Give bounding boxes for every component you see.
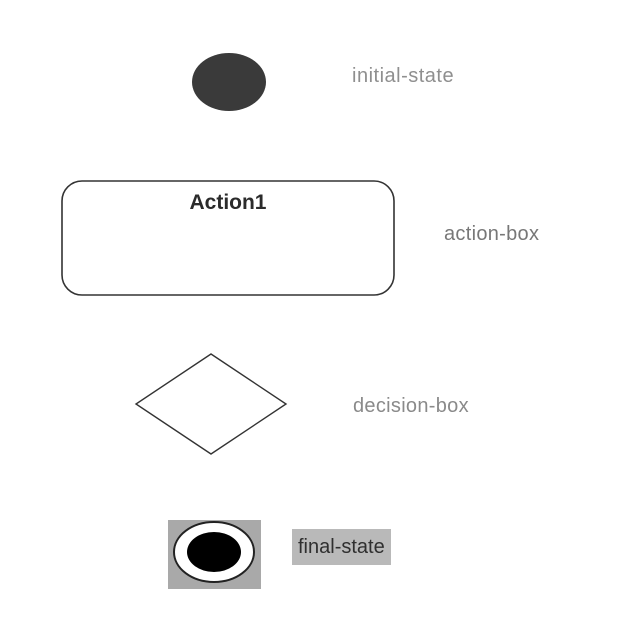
final-state-label: final-state <box>292 529 391 565</box>
action-box-label: action-box <box>444 223 540 245</box>
final-state-inner-dot <box>187 532 241 572</box>
action-box-title: Action1 <box>189 191 267 214</box>
initial-state-node <box>192 53 266 111</box>
decision-box-node <box>134 353 288 455</box>
action-box-node <box>61 180 395 296</box>
initial-state-label: initial-state <box>352 65 455 87</box>
decision-box-label: decision-box <box>353 395 469 417</box>
